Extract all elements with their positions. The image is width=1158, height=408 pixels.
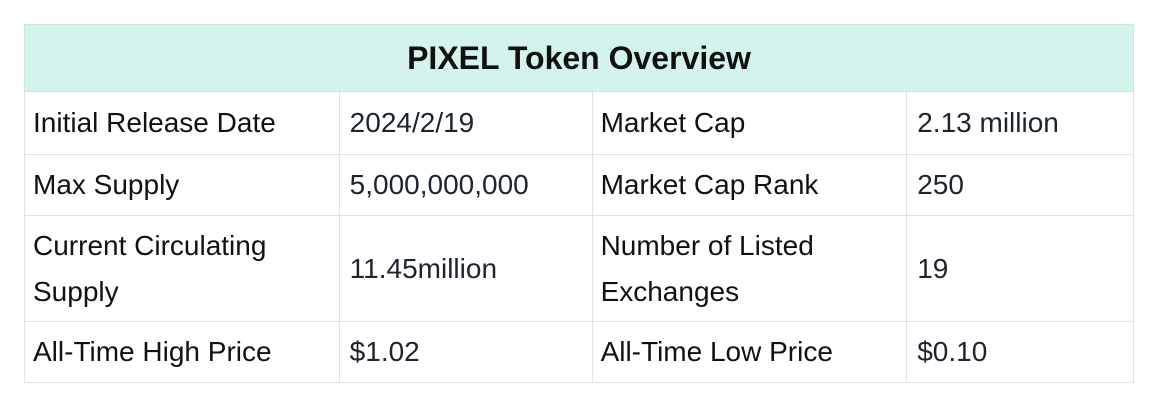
table-title: PIXEL Token Overview (24, 24, 1134, 92)
label-cell: Market Cap Rank (591, 154, 908, 216)
value-cell: 11.45million (338, 215, 593, 322)
label-cell: All-Time Low Price (591, 321, 908, 383)
table-row: Initial Release Date 2024/2/19 Market Ca… (24, 91, 1134, 155)
token-overview-table: PIXEL Token Overview Initial Release Dat… (24, 24, 1134, 383)
label-cell: Market Cap (591, 91, 908, 155)
label-cell: Initial Release Date (24, 91, 340, 155)
value-cell: 2024/2/19 (338, 91, 593, 155)
label-cell: Max Supply (24, 154, 340, 216)
label-cell: Number of Listed Exchanges (591, 215, 908, 322)
value-cell: $0.10 (906, 321, 1134, 383)
table-row: All-Time High Price $1.02 All-Time Low P… (24, 321, 1134, 383)
table-row: Current Circulating Supply 11.45million … (24, 215, 1134, 322)
table-row: Max Supply 5,000,000,000 Market Cap Rank… (24, 154, 1134, 216)
value-cell: 2.13 million (906, 91, 1134, 155)
label-cell: All-Time High Price (24, 321, 340, 383)
label-cell: Current Circulating Supply (24, 215, 340, 322)
value-cell: 5,000,000,000 (338, 154, 593, 216)
value-cell: $1.02 (338, 321, 593, 383)
value-cell: 19 (906, 215, 1134, 322)
value-cell: 250 (906, 154, 1134, 216)
